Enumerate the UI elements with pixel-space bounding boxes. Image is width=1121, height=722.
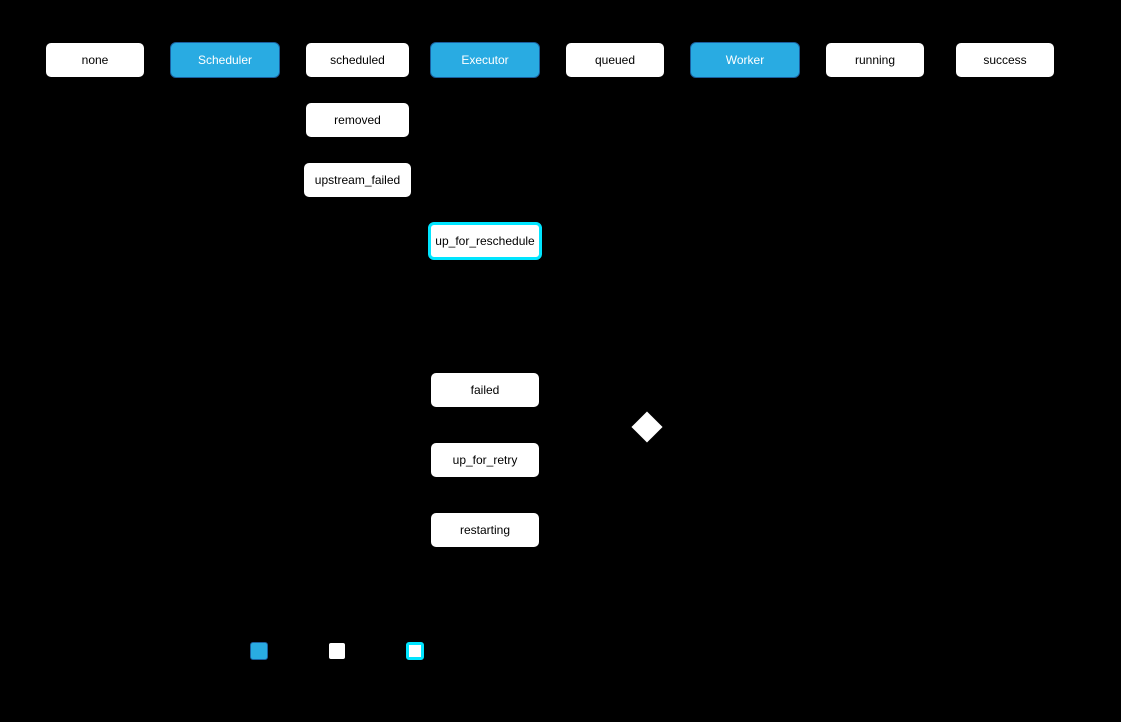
node-failed: failed [430,372,540,408]
node-running: running [825,42,925,78]
legend-swatch-reschedule [406,642,424,660]
diagram-canvas: none Scheduler scheduled Executor queued Work… [0,0,1121,722]
node-none: none [45,42,145,78]
node-scheduled: scheduled [305,42,410,78]
node-worker: Worker [690,42,800,78]
node-scheduler: Scheduler [170,42,280,78]
legend [250,642,424,660]
node-queued: queued [565,42,665,78]
node-up_for_reschedule: up_for_reschedule [428,222,542,260]
node-success: success [955,42,1055,78]
node-up_for_retry: up_for_retry [430,442,540,478]
legend-swatch-state [328,642,346,660]
node-removed: removed [305,102,410,138]
legend-item-reschedule [406,642,424,660]
decision-diamond [631,411,662,442]
node-restarting: restarting [430,512,540,548]
node-upstream_failed: upstream_failed [303,162,412,198]
legend-item-state [328,642,346,660]
legend-swatch-actor [250,642,268,660]
node-executor: Executor [430,42,540,78]
legend-item-actor [250,642,268,660]
